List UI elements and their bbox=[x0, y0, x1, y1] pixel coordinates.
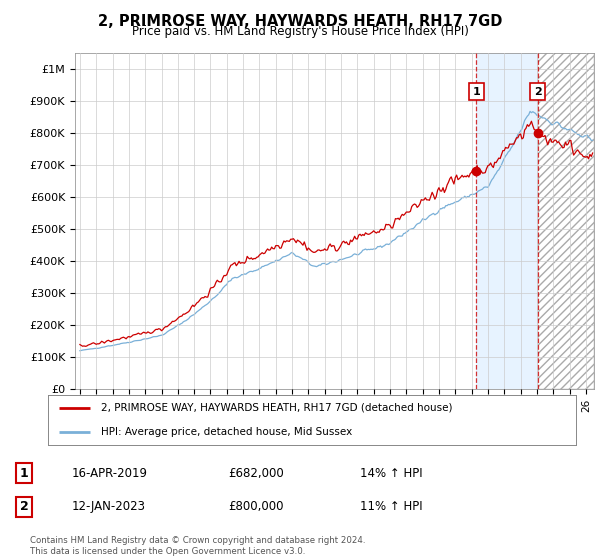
Bar bbox=[476, 53, 538, 389]
Text: Price paid vs. HM Land Registry's House Price Index (HPI): Price paid vs. HM Land Registry's House … bbox=[131, 25, 469, 38]
Text: 2, PRIMROSE WAY, HAYWARDS HEATH, RH17 7GD: 2, PRIMROSE WAY, HAYWARDS HEATH, RH17 7G… bbox=[98, 14, 502, 29]
Text: 11% ↑ HPI: 11% ↑ HPI bbox=[360, 500, 422, 514]
Text: 2, PRIMROSE WAY, HAYWARDS HEATH, RH17 7GD (detached house): 2, PRIMROSE WAY, HAYWARDS HEATH, RH17 7G… bbox=[101, 403, 452, 413]
Text: Contains HM Land Registry data © Crown copyright and database right 2024.
This d: Contains HM Land Registry data © Crown c… bbox=[30, 536, 365, 556]
Text: £800,000: £800,000 bbox=[228, 500, 284, 514]
Text: £682,000: £682,000 bbox=[228, 466, 284, 480]
Bar bbox=[538, 53, 594, 389]
Text: HPI: Average price, detached house, Mid Sussex: HPI: Average price, detached house, Mid … bbox=[101, 427, 352, 437]
Text: 2: 2 bbox=[533, 87, 541, 97]
Text: 1: 1 bbox=[20, 466, 28, 480]
Text: 12-JAN-2023: 12-JAN-2023 bbox=[72, 500, 146, 514]
Text: 16-APR-2019: 16-APR-2019 bbox=[72, 466, 148, 480]
Text: 14% ↑ HPI: 14% ↑ HPI bbox=[360, 466, 422, 480]
Text: 1: 1 bbox=[472, 87, 480, 97]
Text: 2: 2 bbox=[20, 500, 28, 514]
